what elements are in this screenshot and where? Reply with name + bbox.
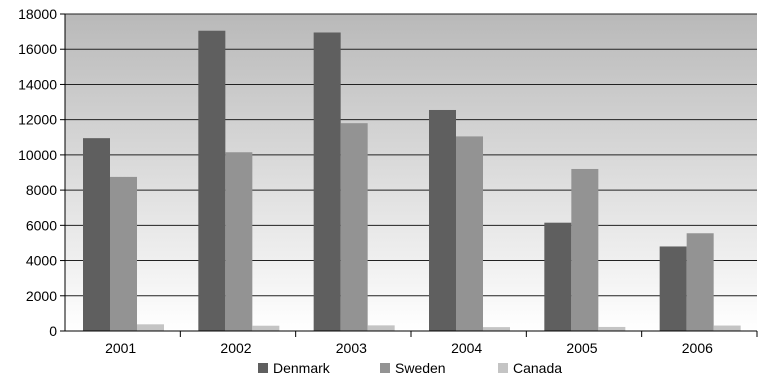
- plot-area: [65, 14, 757, 331]
- bar-canada-2006: [713, 325, 741, 331]
- legend: Denmark Sweden Canada: [258, 360, 562, 376]
- y-tick-label: 8000: [26, 182, 57, 198]
- bar-denmark-2003: [313, 32, 341, 331]
- bar-sweden-2002: [225, 152, 253, 331]
- y-tick-label: 6000: [26, 217, 57, 233]
- y-tick-label: 0: [49, 323, 57, 339]
- legend-label-denmark: Denmark: [273, 360, 331, 376]
- y-tick-label: 18000: [18, 6, 57, 22]
- bar-sweden-2004: [456, 136, 483, 331]
- bar-canada-2002: [252, 325, 280, 331]
- x-tick-label: 2006: [682, 340, 713, 356]
- bar-denmark-2001: [83, 138, 110, 331]
- legend-label-sweden: Sweden: [395, 360, 446, 376]
- y-tick-label: 16000: [18, 41, 57, 57]
- bar-sweden-2005: [571, 168, 599, 331]
- legend-swatch-sweden: [380, 363, 390, 373]
- y-axis-tick-labels: 0 2000 4000 6000 8000 10000 12000 14000 16000 180…: [18, 6, 57, 339]
- y-tick-label: 2000: [26, 288, 57, 304]
- y-tick-label: 4000: [26, 253, 57, 269]
- bar-denmark-2005: [544, 222, 572, 331]
- bar-sweden-2003: [340, 123, 368, 331]
- legend-swatch-denmark: [258, 363, 268, 373]
- bar-sweden-2006: [686, 233, 714, 331]
- y-tick-label: 12000: [18, 112, 57, 128]
- bar-canada-2001: [137, 324, 164, 331]
- bar-canada-2003: [367, 325, 395, 331]
- x-tick-label: 2002: [220, 340, 251, 356]
- x-tick-label: 2003: [336, 340, 367, 356]
- bar-denmark-2002: [198, 30, 226, 331]
- x-tick-label: 2004: [451, 340, 482, 356]
- bar-sweden-2001: [110, 176, 137, 331]
- x-axis-tick-labels: 2001 2002 2003 2004 2005 2006: [105, 340, 713, 356]
- axes: [64, 14, 758, 337]
- y-tick-label: 14000: [18, 76, 57, 92]
- bar-denmark-2006: [659, 246, 687, 331]
- legend-swatch-canada: [498, 363, 508, 373]
- gridlines: [60, 13, 757, 332]
- x-tick-label: 2001: [105, 340, 136, 356]
- bar-denmark-2004: [429, 109, 456, 331]
- bar-canada-2004: [483, 327, 510, 331]
- bar-canada-2005: [598, 326, 626, 331]
- legend-label-canada: Canada: [513, 360, 562, 376]
- x-tick-label: 2005: [566, 340, 597, 356]
- bars: [83, 30, 741, 331]
- y-tick-label: 10000: [18, 147, 57, 163]
